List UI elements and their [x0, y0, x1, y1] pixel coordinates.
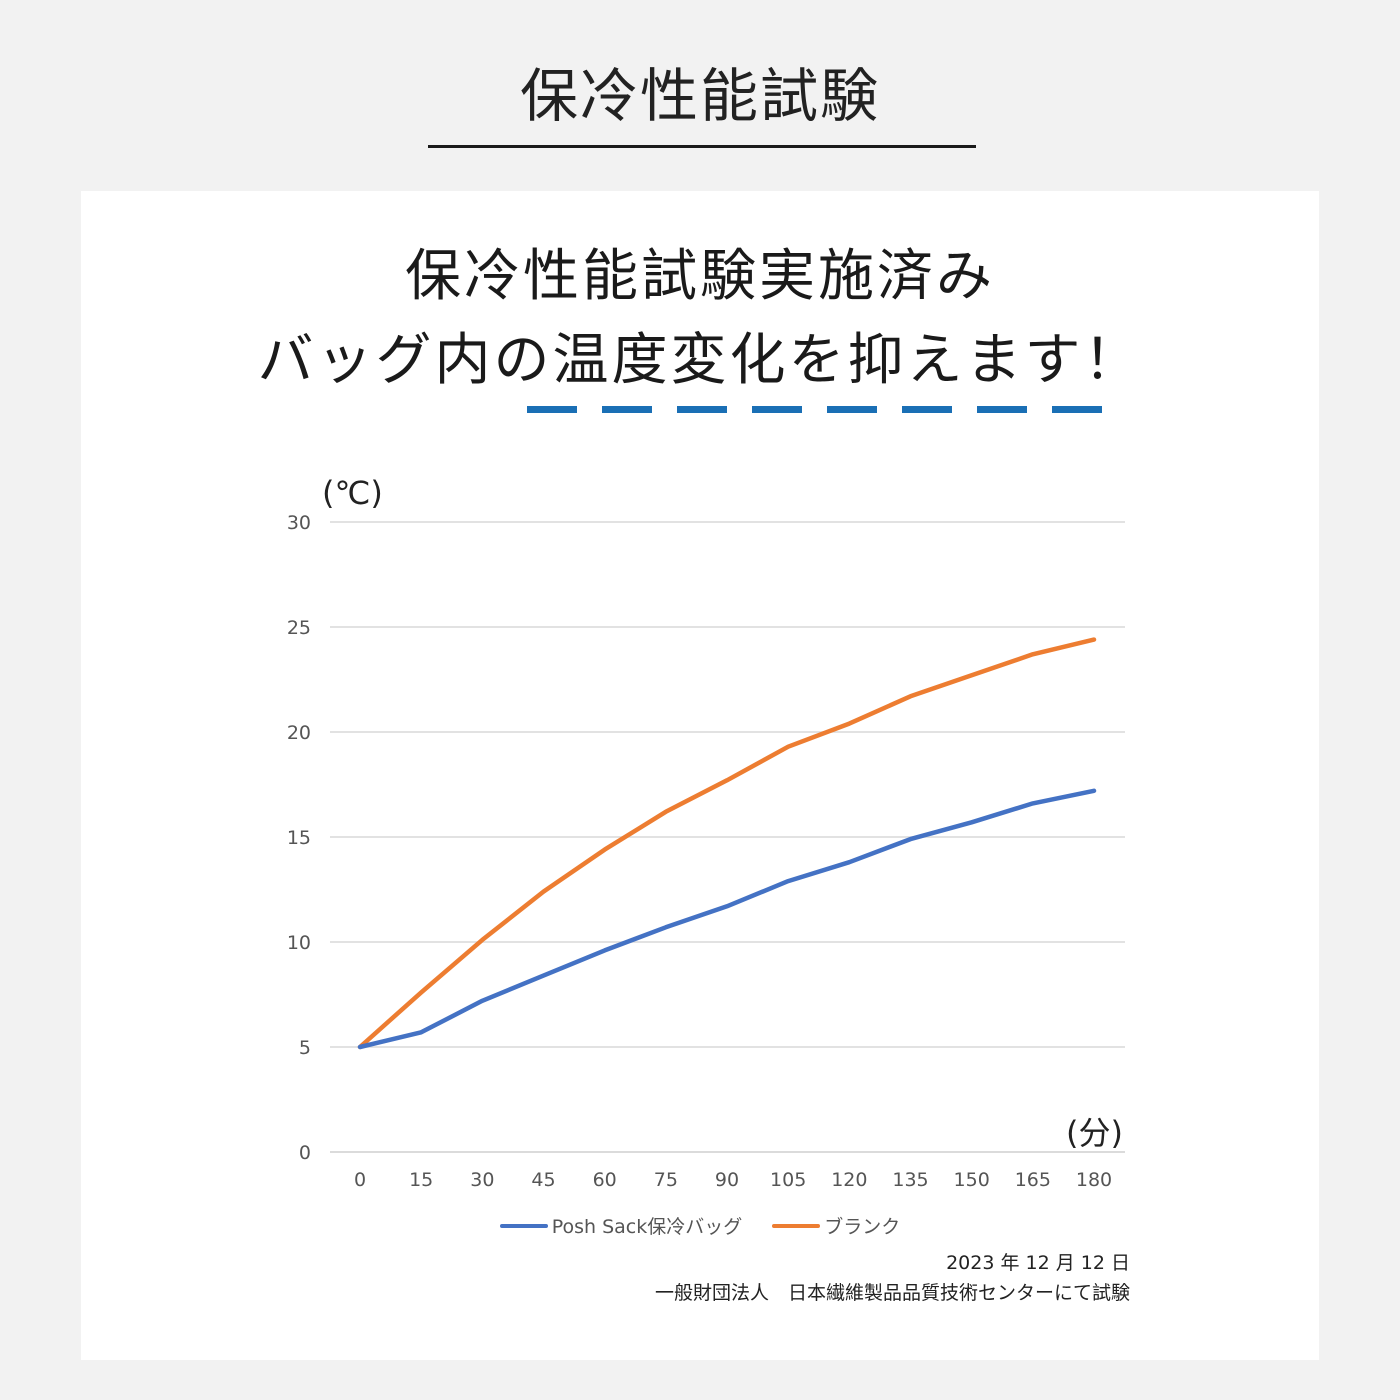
- x-tick-label: 45: [531, 1169, 555, 1191]
- series-line: [357, 788, 1097, 1050]
- y-tick-label: 20: [287, 722, 311, 744]
- test-date: 2023 年 12 月 12 日: [946, 1252, 1130, 1274]
- x-tick-label: 180: [1076, 1169, 1112, 1191]
- legend-swatch-posh-sack: [499, 1223, 548, 1228]
- y-tick-label: 0: [299, 1142, 311, 1164]
- x-axis-unit: (分): [1066, 1114, 1123, 1152]
- headline-line-1: 保冷性能試験実施済み: [405, 244, 995, 309]
- x-tick-label: 135: [892, 1169, 928, 1191]
- dashed-underline: [527, 406, 1105, 413]
- x-tick-label: 60: [593, 1169, 617, 1191]
- x-tick-label: 75: [654, 1169, 678, 1191]
- x-tick-label: 90: [715, 1169, 739, 1191]
- headline-line-2: バッグ内の温度変化を抑えます！: [257, 328, 1143, 393]
- chart-legend: Posh Sack保冷バッグ ブランク: [0, 1212, 1400, 1239]
- x-tick-label: 30: [470, 1169, 494, 1191]
- x-tick-label: 15: [409, 1169, 433, 1191]
- y-axis-unit: (℃): [322, 474, 383, 512]
- series-line: [357, 637, 1097, 1050]
- test-source: 一般財団法人 日本繊維製品品質技術センターにて試験: [654, 1282, 1130, 1304]
- x-tick-label: 165: [1015, 1169, 1051, 1191]
- legend-label-blank: ブランク: [824, 1216, 901, 1238]
- x-tick-label: 0: [354, 1169, 366, 1191]
- legend-label-posh-sack: Posh Sack保冷バッグ: [551, 1216, 743, 1238]
- y-tick-label: 25: [287, 617, 311, 639]
- x-tick-label: 120: [831, 1169, 867, 1191]
- x-tick-label: 150: [954, 1169, 990, 1191]
- x-tick-label: 105: [770, 1169, 806, 1191]
- y-tick-label: 30: [287, 512, 311, 534]
- legend-item-posh-sack: Posh Sack保冷バッグ: [499, 1212, 743, 1239]
- legend-swatch-blank: [772, 1223, 821, 1228]
- chart-card: [81, 191, 1319, 1360]
- y-tick-label: 5: [299, 1037, 311, 1059]
- y-tick-label: 10: [287, 932, 311, 954]
- y-tick-label: 15: [287, 827, 311, 849]
- page-title: 保冷性能試験: [519, 62, 880, 130]
- title-underline: [428, 145, 976, 148]
- legend-item-blank: ブランク: [772, 1212, 900, 1239]
